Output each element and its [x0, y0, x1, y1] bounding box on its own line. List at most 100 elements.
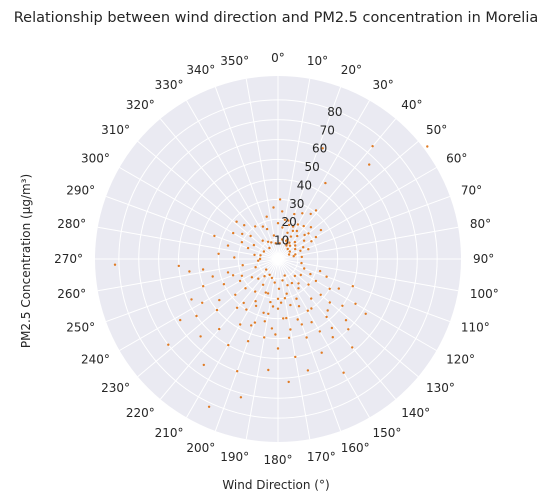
data-point — [318, 330, 321, 333]
data-point — [226, 244, 230, 247]
angular-gridline — [97, 226, 279, 260]
chart-title: Relationship between wind direction and … — [14, 10, 539, 26]
angular-gridline — [277, 258, 397, 400]
data-point — [324, 181, 327, 185]
data-point — [201, 268, 205, 271]
data-point — [291, 229, 295, 233]
data-point — [289, 328, 292, 331]
angular-tick-label: 110° — [461, 321, 490, 335]
data-point — [245, 308, 248, 311]
angular-tick-label: 200° — [186, 441, 215, 455]
data-point — [290, 281, 294, 285]
data-point — [300, 323, 303, 326]
angular-tick-label: 160° — [341, 441, 370, 455]
data-point — [288, 250, 291, 253]
data-point — [270, 276, 274, 280]
data-point — [261, 225, 265, 228]
data-point — [283, 274, 286, 277]
data-point — [285, 316, 288, 320]
angular-tick-label: 210° — [155, 426, 184, 440]
angular-tick-label: 100° — [470, 287, 499, 301]
data-point — [177, 264, 180, 268]
angular-tick-label: 70° — [461, 183, 482, 197]
angular-gridline — [277, 100, 370, 260]
angular-gridline — [245, 78, 279, 260]
data-point — [299, 273, 302, 277]
data-point — [240, 241, 244, 244]
radial-tick-label: 60 — [312, 142, 327, 156]
angular-gridline — [277, 86, 342, 260]
angular-tick-label: 350° — [220, 54, 249, 68]
data-point — [254, 266, 257, 269]
data-point — [300, 255, 303, 259]
angular-tick-label: 300° — [81, 152, 110, 166]
angular-tick-label: 230° — [101, 381, 130, 395]
data-point — [253, 321, 257, 324]
data-point — [254, 304, 258, 308]
data-point — [306, 309, 309, 312]
data-point — [297, 305, 301, 308]
angular-tick-label: 220° — [126, 406, 155, 420]
angular-tick-label: 50° — [426, 123, 447, 137]
data-point — [257, 259, 260, 262]
data-point — [202, 285, 205, 288]
data-point — [249, 234, 252, 238]
data-point — [235, 220, 238, 223]
data-point — [296, 318, 299, 321]
angular-tick-label: 190° — [220, 450, 249, 464]
angular-gridline — [277, 226, 459, 260]
data-point — [282, 317, 285, 320]
data-point — [294, 247, 297, 251]
data-point — [305, 336, 308, 339]
angular-tick-label: 20° — [341, 63, 362, 77]
data-point — [314, 279, 318, 283]
data-point — [328, 287, 331, 290]
data-point — [364, 312, 367, 315]
angular-tick-label: 240° — [81, 353, 110, 367]
data-point — [307, 248, 310, 251]
angular-tick-label: 80° — [470, 217, 491, 231]
data-point — [246, 246, 250, 250]
data-point — [288, 244, 292, 247]
data-point — [295, 297, 298, 300]
data-point — [253, 253, 256, 257]
data-point — [276, 297, 280, 300]
data-point — [368, 163, 371, 166]
angular-tick-label: 340° — [186, 63, 215, 77]
data-point — [320, 351, 323, 354]
angular-gridline — [277, 195, 451, 260]
data-point — [262, 250, 266, 253]
data-point — [309, 212, 312, 216]
data-point — [259, 254, 262, 257]
data-point — [254, 300, 257, 303]
data-point — [295, 229, 299, 233]
data-point — [274, 333, 277, 336]
data-point — [222, 283, 226, 286]
data-point — [287, 219, 290, 222]
data-point — [300, 261, 303, 265]
data-point — [201, 301, 204, 304]
data-point — [281, 226, 284, 229]
angular-tick-label: 130° — [426, 381, 455, 395]
data-point — [277, 287, 281, 290]
y-axis-label: PM2.5 Concentration (µg/m³) — [19, 174, 33, 348]
angular-gridline — [214, 86, 279, 260]
data-point — [326, 309, 329, 312]
data-point — [188, 270, 191, 273]
data-point — [283, 218, 287, 221]
data-point — [310, 307, 313, 310]
data-point — [287, 253, 291, 256]
data-point — [232, 231, 235, 235]
data-point — [274, 242, 277, 245]
data-point — [279, 301, 283, 304]
angular-gridline — [277, 258, 459, 292]
data-point — [250, 276, 254, 279]
angular-tick-label: 90° — [473, 252, 494, 266]
angular-gridline — [137, 140, 279, 260]
data-point — [268, 246, 271, 250]
data-point — [272, 206, 275, 209]
angular-gridline — [277, 78, 311, 260]
angular-tick-label: 250° — [66, 321, 95, 335]
angular-tick-label: 260° — [57, 287, 86, 301]
data-point — [286, 238, 289, 241]
